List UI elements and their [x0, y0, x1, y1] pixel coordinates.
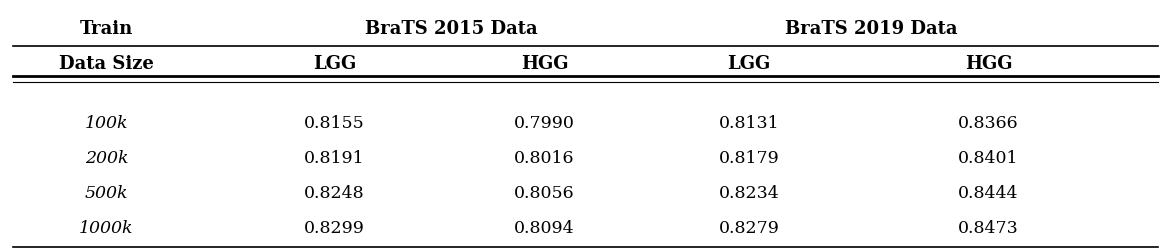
Text: 0.8366: 0.8366 — [958, 115, 1019, 132]
Text: 100k: 100k — [84, 115, 129, 132]
Text: 0.8179: 0.8179 — [719, 150, 780, 167]
Text: 200k: 200k — [84, 150, 129, 167]
Text: BraTS 2019 Data: BraTS 2019 Data — [786, 20, 958, 38]
Text: 0.8016: 0.8016 — [514, 150, 575, 167]
Text: 1000k: 1000k — [80, 220, 133, 237]
Text: 0.8444: 0.8444 — [958, 185, 1019, 202]
Text: BraTS 2015 Data: BraTS 2015 Data — [365, 20, 537, 38]
Text: 0.8248: 0.8248 — [304, 185, 364, 202]
Text: 0.8401: 0.8401 — [958, 150, 1019, 167]
Text: LGG: LGG — [313, 55, 356, 73]
Text: 0.8191: 0.8191 — [304, 150, 364, 167]
Text: Data Size: Data Size — [59, 55, 153, 73]
Text: HGG: HGG — [965, 55, 1012, 73]
Text: 0.8279: 0.8279 — [719, 220, 780, 237]
Text: 500k: 500k — [84, 185, 129, 202]
Text: 0.8155: 0.8155 — [304, 115, 364, 132]
Text: HGG: HGG — [521, 55, 568, 73]
Text: 0.8056: 0.8056 — [514, 185, 575, 202]
Text: 0.8299: 0.8299 — [304, 220, 365, 237]
Text: LGG: LGG — [727, 55, 771, 73]
Text: 0.8094: 0.8094 — [514, 220, 575, 237]
Text: 0.8131: 0.8131 — [719, 115, 780, 132]
Text: Train: Train — [80, 20, 133, 38]
Text: 0.7990: 0.7990 — [514, 115, 575, 132]
Text: 0.8234: 0.8234 — [719, 185, 780, 202]
Text: 0.8473: 0.8473 — [958, 220, 1019, 237]
